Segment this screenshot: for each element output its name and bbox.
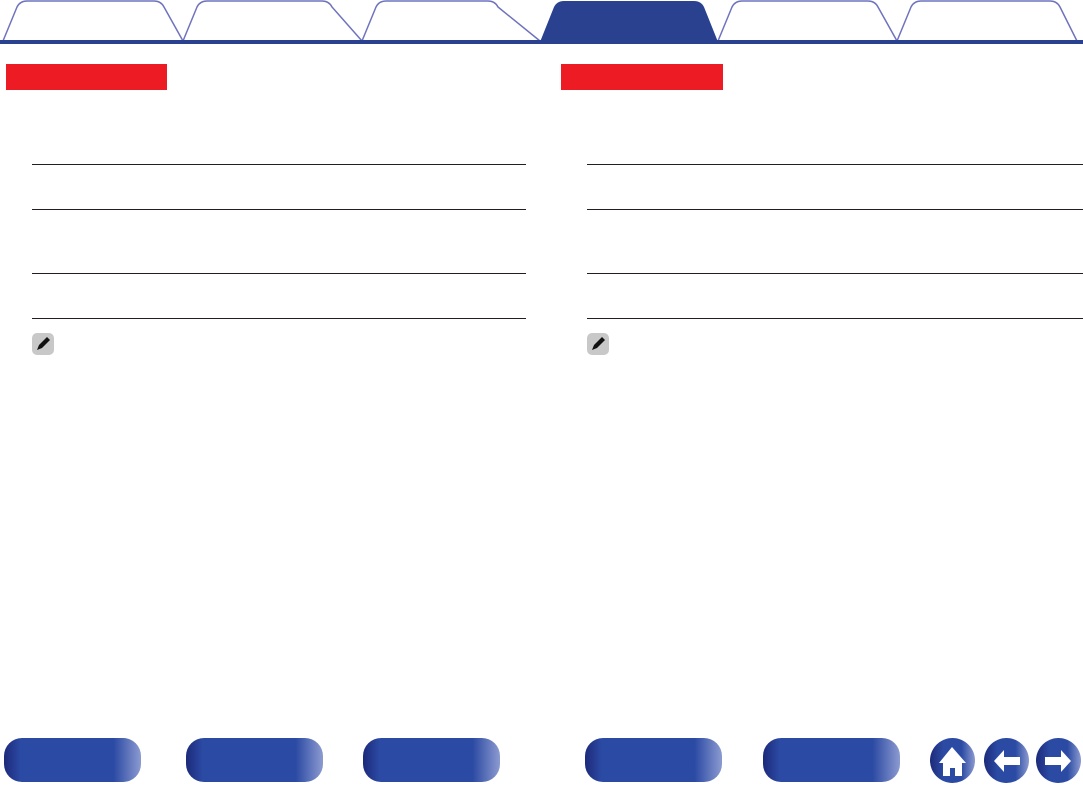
divider [587, 318, 1083, 319]
tab-6[interactable] [896, 0, 1078, 42]
arrow-right-icon [1045, 750, 1071, 772]
nav-button-5[interactable] [763, 738, 900, 782]
divider [587, 209, 1083, 210]
divider [587, 273, 1083, 274]
nav-button-1[interactable] [4, 738, 141, 782]
divider [32, 209, 526, 210]
divider [32, 164, 526, 165]
home-button[interactable] [930, 738, 975, 783]
divider [32, 318, 526, 319]
back-button[interactable] [984, 738, 1029, 783]
divider [587, 164, 1083, 165]
nav-button-2[interactable] [186, 738, 323, 782]
divider [32, 273, 526, 274]
tab-5[interactable] [717, 0, 898, 42]
tab-2[interactable] [182, 0, 363, 42]
forward-button[interactable] [1036, 738, 1081, 783]
tab-3[interactable] [361, 0, 541, 42]
tab-baseline [0, 40, 1083, 44]
arrow-left-icon [994, 750, 1020, 772]
nav-button-4[interactable] [585, 738, 722, 782]
home-icon [939, 747, 966, 776]
nav-button-3[interactable] [363, 738, 500, 782]
section-label [561, 64, 723, 90]
pencil-icon [32, 333, 54, 355]
tab-4-active[interactable] [540, 1, 718, 42]
tab-bar [0, 0, 1083, 44]
pencil-icon [587, 333, 609, 355]
section-label [6, 64, 167, 90]
tab-1[interactable] [2, 0, 184, 42]
